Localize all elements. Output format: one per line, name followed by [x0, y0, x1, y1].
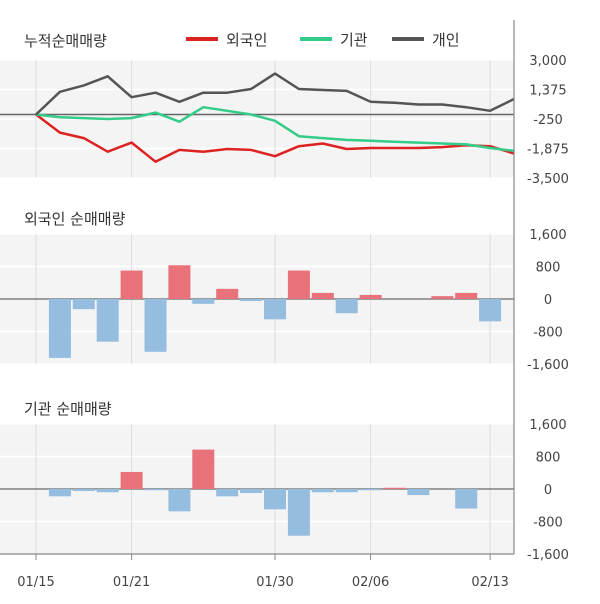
bar [359, 489, 382, 491]
bar [48, 299, 71, 358]
y-tick-label: 800 [536, 451, 561, 466]
bar [72, 489, 95, 492]
legend-label: 기관 [340, 31, 368, 49]
panel-2: 외국인 순매매량 1,600 800 0 -800 -1,600 [0, 210, 569, 373]
y-tick-label: -1,600 [527, 548, 569, 563]
x-tick-label: 02/13 [471, 575, 508, 590]
series-line-1 [35, 113, 515, 163]
bar [168, 265, 191, 299]
bar [383, 487, 406, 489]
legend-label: 외국인 [226, 31, 267, 49]
bar [240, 489, 263, 494]
panel-title: 기관 순매매량 [24, 400, 112, 418]
y-tick-label: -800 [533, 516, 563, 531]
y-tick-label: -1,600 [527, 358, 569, 373]
bar [96, 489, 119, 493]
bar [287, 270, 310, 299]
bar [216, 288, 239, 299]
panel-title: 누적순매매량 [24, 32, 107, 50]
bar [479, 299, 502, 322]
y-tick-label: 0 [544, 483, 552, 498]
bar [144, 489, 167, 491]
panel-3: 기관 순매매량 1,600 800 0 -800 -1,600 [0, 400, 569, 563]
series-line-2 [35, 105, 515, 153]
bar [264, 489, 286, 510]
bar [311, 489, 334, 493]
bar [455, 292, 478, 299]
bar [240, 299, 263, 302]
bar [335, 299, 358, 314]
y-tick-label: -250 [533, 113, 563, 128]
bar [287, 489, 310, 536]
legend-label: 개인 [432, 31, 460, 49]
y-tick-label: 3,000 [529, 54, 566, 69]
bar [168, 489, 191, 512]
x-tick-label: 01/30 [256, 575, 293, 590]
series-line-3 [35, 72, 515, 116]
bar [407, 489, 430, 496]
y-tick-label: 0 [544, 293, 552, 308]
bar [96, 299, 119, 342]
bar [192, 299, 215, 304]
bar [311, 292, 334, 299]
y-tick-label: 800 [536, 261, 561, 276]
y-tick-label: -800 [533, 326, 563, 341]
x-tick-label: 01/15 [17, 575, 54, 590]
bar [216, 489, 239, 497]
bar [359, 294, 382, 299]
y-tick-label: 1,600 [529, 228, 566, 243]
y-tick-label: -1,875 [527, 143, 569, 158]
bar [144, 299, 167, 352]
y-tick-label: -3,500 [527, 172, 569, 187]
bar [72, 299, 95, 310]
bar [120, 471, 143, 489]
bar [192, 449, 215, 489]
panel-title: 외국인 순매매량 [24, 210, 126, 228]
bar [48, 489, 71, 497]
bar [431, 296, 454, 299]
bar [335, 489, 358, 493]
bar [264, 299, 286, 320]
panel-1: 누적순매매량 3,000 1,375 -250 -1,875 -3,500 외국인 기관 개인 [0, 31, 569, 187]
x-tick-label: 01/21 [113, 575, 150, 590]
y-tick-label: 1,600 [529, 418, 566, 433]
x-tick-label: 02/06 [352, 575, 389, 590]
y-tick-label: 1,375 [529, 84, 566, 99]
bar [455, 489, 478, 509]
bar [120, 270, 143, 299]
